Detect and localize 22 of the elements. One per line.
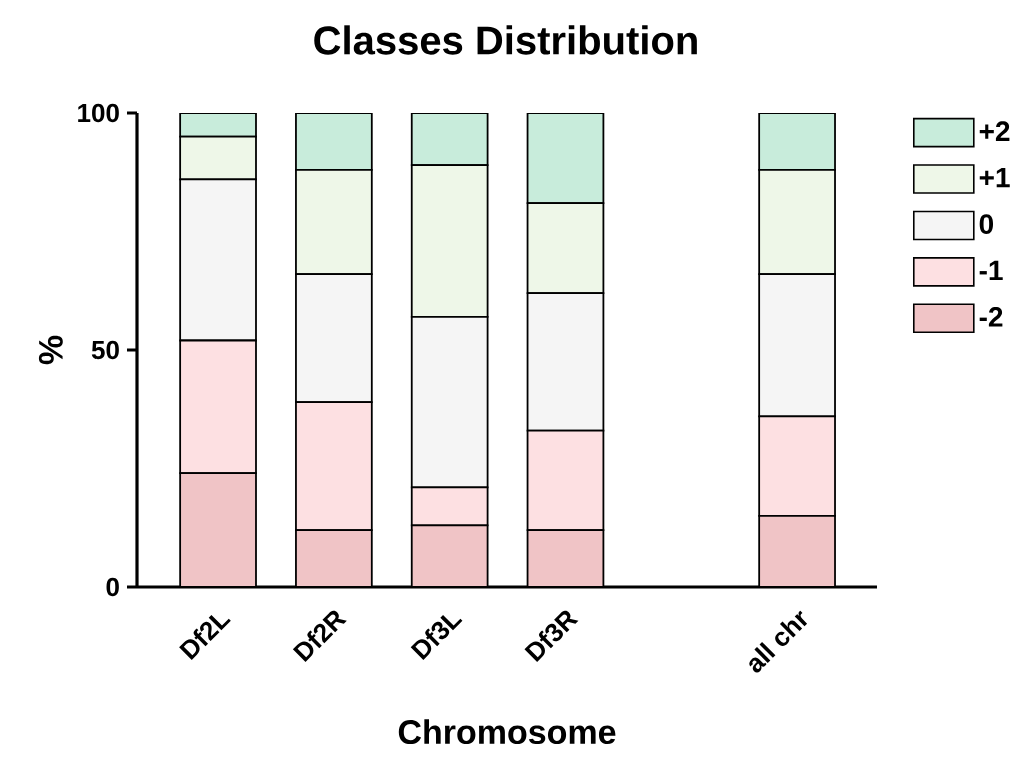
y-axis-title: % [38, 335, 63, 365]
bar [179, 472, 257, 587]
y-tick-label: 0 [106, 577, 119, 597]
bar [295, 529, 373, 587]
bar [410, 112, 489, 167]
legend-label: -2 [979, 306, 1003, 327]
legend-label: +2 [979, 121, 1010, 141]
bar [758, 514, 836, 587]
x-axis-title: Chromosome [398, 719, 616, 745]
bar [179, 112, 257, 138]
y-tick-label: 100 [78, 103, 119, 123]
y-tick-label: 50 [91, 340, 119, 360]
bar [410, 524, 489, 587]
x-tick-label: all chr [749, 610, 808, 673]
bar [526, 529, 605, 587]
legend-label: +1 [979, 167, 1010, 188]
legend-label: -1 [979, 260, 1003, 281]
bar [758, 112, 836, 171]
bar [295, 112, 373, 171]
chart-title: Classes Distribution [314, 25, 697, 55]
bar [526, 112, 605, 204]
legend-label: 0 [979, 214, 994, 235]
